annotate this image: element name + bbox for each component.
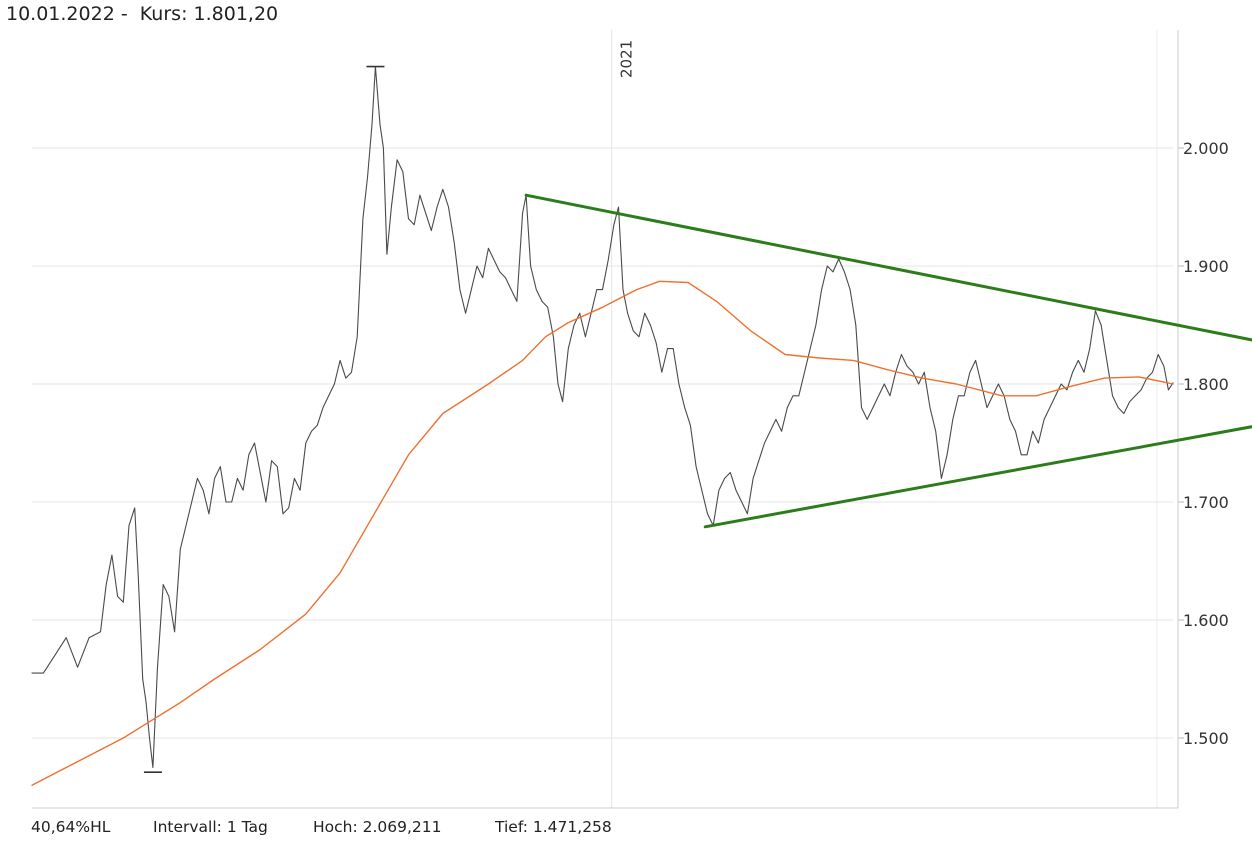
gridlines [32, 30, 1173, 808]
x-tick-label-0: 2021 [618, 40, 636, 78]
range-stat: 40,64%HL [31, 818, 111, 836]
kurs-label: Kurs: [139, 3, 188, 25]
chart-header: 10.01.2022 - Kurs: 1.801,20 [6, 3, 278, 25]
header-separator: - [120, 3, 128, 25]
kurs-value: 1.801,20 [193, 3, 279, 25]
y-tick-label-0: 1.500 [1183, 729, 1229, 748]
series-trendline-3 [703, 425, 1252, 529]
y-tick-label-3: 1.800 [1183, 375, 1229, 394]
y-tick-label-1: 1.600 [1183, 611, 1229, 630]
y-tick-label-5: 2.000 [1183, 139, 1229, 158]
interval-stat: Intervall: 1 Tag [153, 818, 268, 836]
chart-footer: 40,64%HL Intervall: 1 Tag Hoch: 2.069,21… [0, 818, 1252, 842]
y-tick-label-2: 1.700 [1183, 493, 1229, 512]
y-tick-label-4: 1.900 [1183, 257, 1229, 276]
high-stat: Hoch: 2.069,211 [313, 818, 442, 836]
low-stat: Tief: 1.471,258 [495, 818, 612, 836]
x-axis: 2021 [32, 40, 1178, 809]
series-layer [31, 66, 1252, 786]
hi-lo-markers [143, 65, 385, 774]
series-price-0 [31, 66, 1174, 769]
y-axis: 1.500 1.600 1.700 1.800 1.900 2.000 [1177, 30, 1229, 808]
series-moving-average-1 [31, 280, 1174, 786]
date-label: 10.01.2022 [6, 3, 115, 25]
series-trendline-2 [524, 193, 1252, 342]
price-chart: 1.500 1.600 1.700 1.800 1.900 2.000 2021 [31, 30, 1252, 809]
